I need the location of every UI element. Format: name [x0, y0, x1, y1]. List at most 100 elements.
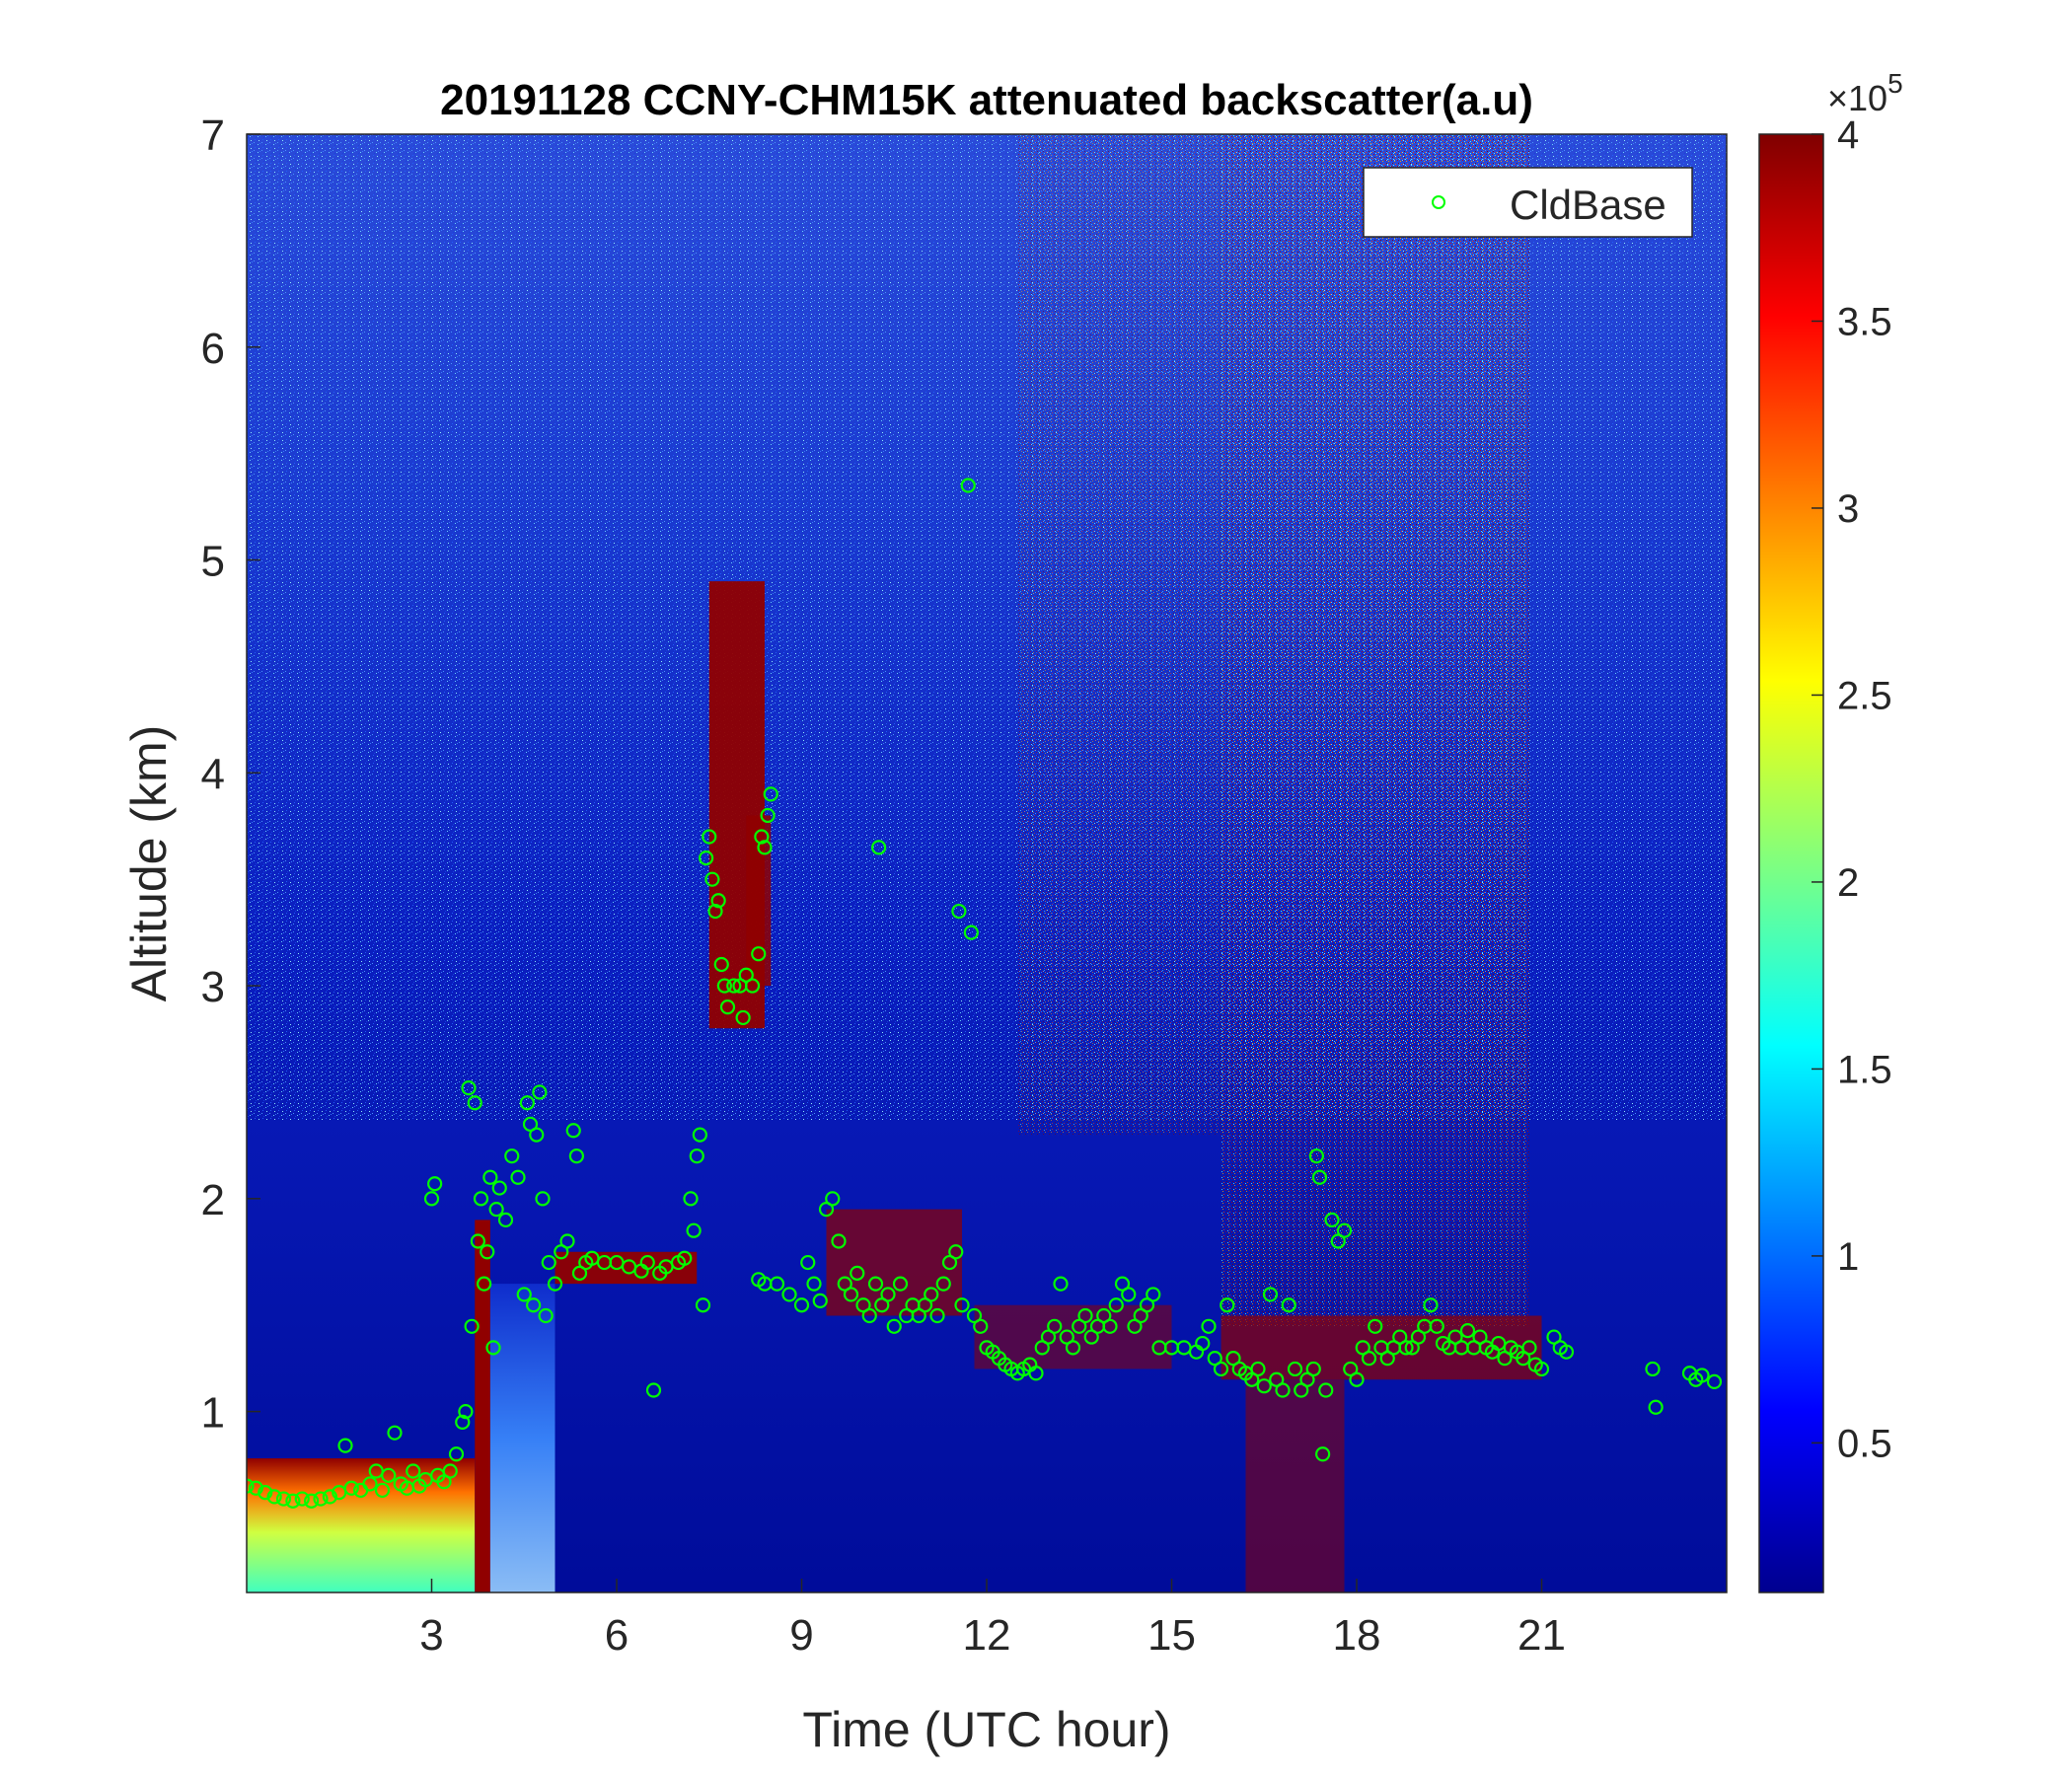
cldbase-point [275, 1491, 292, 1507]
cldbase-point [1706, 1373, 1723, 1389]
cldbase-point [1102, 1318, 1118, 1334]
cldbase-point [1423, 1297, 1439, 1313]
cldbase-point [1645, 1361, 1661, 1377]
cldbase-point [541, 1254, 556, 1271]
cldbase-point [1281, 1297, 1296, 1313]
cldbase-point [535, 1191, 551, 1207]
cldbase-point [760, 807, 776, 824]
cldbase-point [892, 1276, 909, 1292]
cldbase-point [467, 1095, 482, 1111]
y-tick-label: 3 [201, 963, 225, 1011]
cldbase-point [639, 1254, 655, 1271]
cldbase-point [464, 1318, 480, 1334]
cldbase-point [497, 1212, 514, 1228]
cldbase-point [719, 999, 736, 1015]
x-tick-label: 3 [419, 1611, 443, 1660]
cldbase-point [362, 1476, 378, 1492]
cldbase-point [751, 946, 767, 962]
legend-label-cldbase: CldBase [1510, 182, 1666, 228]
cldbase-point [677, 1250, 693, 1266]
cldbase-point [645, 1382, 662, 1398]
x-tick-label: 9 [789, 1611, 813, 1660]
cldbase-point [867, 1276, 884, 1292]
y-tick-label: 4 [201, 750, 225, 798]
x-tick-label: 18 [1333, 1611, 1381, 1660]
colorbar-exponent-power: 5 [1887, 68, 1903, 99]
cldbase-point [482, 1169, 498, 1185]
cldbase-point [1361, 1351, 1377, 1367]
cldbase-point [735, 1009, 751, 1026]
colorbar-tick-label: 0.5 [1837, 1422, 1892, 1465]
cldbase-point [1287, 1361, 1303, 1377]
cldbase-point [1213, 1361, 1229, 1377]
cldbase-point [526, 1297, 542, 1313]
cldbase-point [559, 1233, 575, 1249]
cldbase-point [1262, 1287, 1279, 1302]
y-tick-label: 7 [201, 111, 225, 160]
cldbase-point [247, 1478, 255, 1494]
x-tick-label: 6 [605, 1611, 629, 1660]
cldbase-point [565, 1123, 581, 1139]
cldbase-point [781, 1287, 797, 1302]
cldbase-point [1349, 1371, 1365, 1387]
x-tick-label: 15 [1147, 1611, 1196, 1660]
cldbase-point [266, 1489, 282, 1505]
cldbase-point [504, 1148, 520, 1164]
cldbase-point [689, 1148, 704, 1164]
cldbase-point [924, 1287, 939, 1302]
cldbase-point [448, 1446, 465, 1462]
colorbar-tick-label: 4 [1837, 113, 1859, 157]
legend: CldBase [1363, 167, 1693, 238]
cldbase-point [716, 978, 732, 994]
colorbar-tick-label: 1.5 [1837, 1048, 1892, 1091]
cldbase-point [1108, 1297, 1124, 1313]
cldbase-point [1250, 1361, 1266, 1377]
cldbase-point [754, 829, 770, 845]
cldbase-point [1305, 1361, 1321, 1377]
cldbase-point [757, 840, 773, 855]
cldbase-point [1053, 1276, 1069, 1292]
cldbase-point [1028, 1366, 1044, 1381]
cldbase-point [1459, 1323, 1476, 1339]
cldbase-point [1146, 1287, 1161, 1302]
cldbase-point [800, 1254, 816, 1271]
cldbase-point [1315, 1446, 1331, 1462]
cldbase-point [871, 840, 887, 855]
cldbase-point [538, 1307, 554, 1324]
cldbase-point [258, 1484, 273, 1501]
y-axis: 1 2 3 4 5 6 7 [201, 111, 260, 1438]
heatmap-rain-shaft [489, 1284, 555, 1592]
cldbase-point [477, 1276, 492, 1292]
cldbase-point [461, 1080, 477, 1096]
colorbar-tick-label: 1 [1837, 1235, 1859, 1279]
cldbase-point [1648, 1399, 1664, 1415]
cldbase-point [769, 1276, 785, 1292]
cldbase-point [1201, 1318, 1217, 1334]
colorbar-exponent: ×105 [1827, 68, 1903, 118]
cldbase-point [473, 1191, 489, 1207]
cldbase-point [285, 1493, 301, 1509]
colorbar-tick-label: 2 [1837, 861, 1859, 905]
cldbase-point [793, 1297, 810, 1313]
cldbase-point [313, 1491, 329, 1507]
cldbase-point [960, 478, 976, 493]
cldbase-point [951, 903, 967, 920]
cldbase-point [710, 893, 726, 909]
cldbase-series [247, 478, 1723, 1509]
cldbase-point [455, 1414, 471, 1430]
cldbase-point [1275, 1382, 1291, 1398]
cldbase-point [442, 1463, 458, 1479]
colorbar-tick-label: 3.5 [1837, 300, 1892, 343]
colorbar-exponent-base: ×10 [1827, 78, 1887, 118]
cldbase-point [1256, 1378, 1272, 1394]
x-axis-label: Time (UTC hour) [802, 1702, 1170, 1757]
cldbase-point [825, 1191, 841, 1207]
cldbase-point [470, 1233, 485, 1249]
cldbase-point [1429, 1318, 1444, 1334]
colorbar-ticks: 0.5 1 1.5 2 2.5 3 3.5 4 [1812, 113, 1892, 1465]
cldbase-point [812, 1293, 828, 1309]
cldbase-point [374, 1482, 391, 1499]
cldbase-point [458, 1403, 474, 1420]
cldbase-point [713, 956, 729, 973]
